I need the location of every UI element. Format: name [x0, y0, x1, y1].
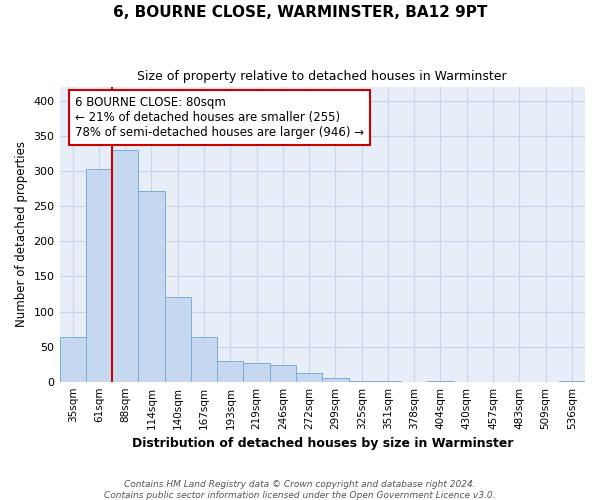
Bar [86, 169, 112, 382]
Text: Contains HM Land Registry data © Crown copyright and database right 2024.
Contai: Contains HM Land Registry data © Crown c… [104, 480, 496, 500]
Y-axis label: Number of detached properties: Number of detached properties [15, 142, 28, 328]
Bar [59, 338, 86, 382]
Text: 6, BOURNE CLOSE, WARMINSTER, BA12 9PT: 6, BOURNE CLOSE, WARMINSTER, BA12 9PT [113, 5, 487, 20]
Bar [296, 372, 322, 382]
Bar [270, 365, 296, 382]
Text: 6 BOURNE CLOSE: 80sqm
← 21% of detached houses are smaller (255)
78% of semi-det: 6 BOURNE CLOSE: 80sqm ← 21% of detached … [76, 96, 364, 139]
Bar [112, 150, 139, 382]
Bar [349, 381, 375, 382]
Bar [322, 378, 349, 382]
Bar [375, 381, 401, 382]
Bar [191, 338, 217, 382]
Bar [164, 298, 191, 382]
Bar [559, 381, 585, 382]
Bar [139, 191, 164, 382]
X-axis label: Distribution of detached houses by size in Warminster: Distribution of detached houses by size … [131, 437, 513, 450]
Bar [427, 381, 454, 382]
Title: Size of property relative to detached houses in Warminster: Size of property relative to detached ho… [137, 70, 507, 83]
Bar [217, 362, 244, 382]
Bar [244, 364, 270, 382]
